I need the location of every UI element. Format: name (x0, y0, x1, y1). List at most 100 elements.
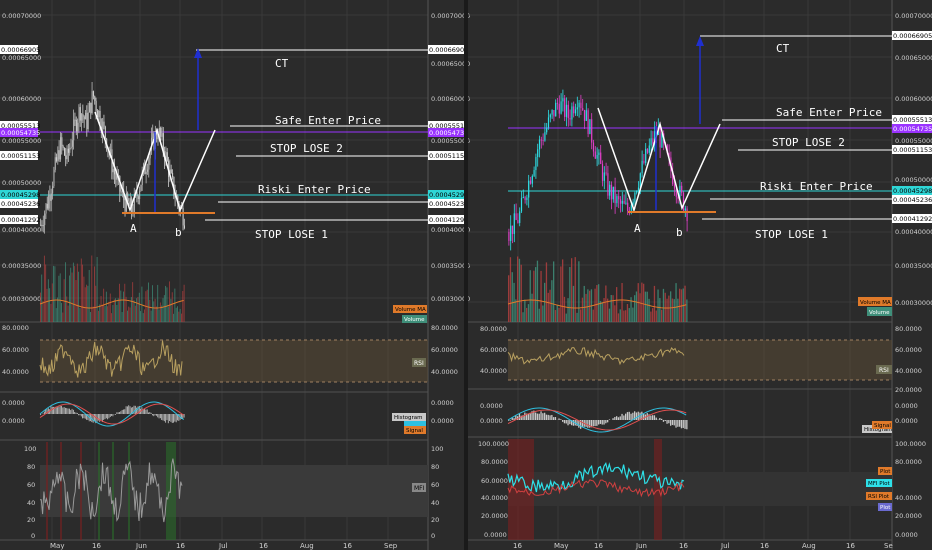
candle-body (601, 163, 604, 181)
candle-body (520, 197, 523, 212)
candle-body (89, 102, 91, 113)
volume-bar (95, 285, 97, 322)
macd-hist-bar (509, 420, 512, 421)
macd-hist-bar (129, 406, 131, 414)
volume-bar (65, 262, 66, 322)
time-tick: May (50, 542, 64, 550)
macd-hist-bar (565, 420, 567, 424)
volume-bar (526, 307, 528, 322)
time-tick: 16 (513, 542, 522, 550)
candle-body (71, 140, 73, 147)
volume-bar (679, 288, 681, 322)
volume-bar (166, 287, 168, 322)
macd-hist-bar (154, 414, 156, 416)
macd-hist-bar (526, 413, 528, 420)
volume-bar (560, 266, 562, 322)
volume-bar (84, 287, 86, 322)
level-label: 0.00041292 (893, 215, 932, 223)
macd-hist-bar (664, 420, 666, 422)
candle-body (140, 184, 142, 192)
candle-body (535, 156, 537, 171)
volume-bar (585, 293, 587, 322)
macd-hist-bar (153, 414, 155, 417)
volume-bar (79, 308, 81, 322)
macd-hist-bar (580, 420, 582, 429)
macd-hist-bar (79, 414, 81, 416)
level-label: 0.00055513 (1, 122, 40, 130)
volume-bar (574, 257, 576, 322)
left-chart: CT Safe Enter Price STOP LOSE 2 Riski En… (0, 0, 470, 550)
macd-hist-bar (508, 420, 510, 421)
left-axis-tick: 0.00065000 (2, 54, 41, 62)
volume-bar (80, 258, 82, 322)
macd-tick: 0.0000 (2, 399, 25, 407)
volume-bar (96, 256, 98, 322)
candle-body (56, 157, 58, 161)
macd-hist-bar (513, 418, 515, 420)
macd-hist-bar (547, 414, 549, 420)
macd-hist-bar (673, 420, 675, 426)
volume-bar (62, 312, 64, 322)
candle-body (58, 150, 60, 160)
macd-hist-bar (152, 414, 153, 416)
mfi-tick: 20 (27, 516, 35, 524)
rsi-tick: 40.0000 (2, 368, 29, 376)
macd-hist-bar (563, 420, 566, 424)
candle-body (524, 197, 526, 201)
volume-bar (518, 258, 521, 322)
macd-hist-bar (108, 414, 110, 419)
macd-hist-bar (55, 406, 57, 414)
volume-bar (612, 295, 614, 322)
candle-body (571, 106, 573, 120)
candle-body (52, 186, 54, 194)
candle-body (673, 184, 676, 189)
candle-body (42, 225, 44, 227)
volume-bar (58, 275, 60, 322)
candle-body (123, 190, 125, 201)
candle-body (83, 116, 85, 120)
left-mfi-line (40, 458, 183, 523)
left-mfi-bands (46, 442, 176, 540)
volume-bar (108, 301, 110, 322)
candle-body (517, 219, 519, 223)
volume-bar (563, 296, 566, 322)
rsi-tick: 80.0000 (2, 324, 29, 332)
candle-body (157, 138, 159, 140)
point-a-label: A (634, 222, 641, 235)
macd-hist-bar (95, 414, 97, 424)
candle-body (585, 110, 587, 121)
volume-bar (134, 305, 136, 322)
volume-bar (74, 266, 76, 322)
macd-hist-bar (592, 420, 594, 427)
macd-hist-bar (138, 405, 140, 414)
volume-bar (641, 282, 643, 322)
volume-bar (55, 308, 57, 322)
volume-bar (150, 310, 152, 322)
macd-hist-bar (632, 412, 634, 420)
volume-bar (83, 276, 85, 322)
candle-body (603, 172, 605, 181)
macd-hist-bar (123, 409, 124, 414)
macd-tick: 0.0000 (480, 402, 503, 410)
volume-bar (148, 282, 149, 322)
volume-bar (121, 312, 123, 322)
macd-hist-bar (173, 414, 174, 423)
rsi-tick: 40.0000 (895, 367, 922, 375)
candle-body (650, 138, 652, 146)
macd-hist-bar (659, 418, 661, 420)
macd-hist-bar (551, 414, 553, 420)
volume-bar (51, 283, 53, 322)
candle-body (580, 102, 582, 109)
candle-body (158, 128, 160, 139)
macd-hist-bar (166, 414, 168, 421)
candle-body (515, 213, 517, 220)
candle-body (621, 200, 623, 204)
macd-hist-bar (54, 406, 56, 414)
volume-bar (171, 292, 173, 322)
volume-bar (657, 289, 659, 322)
level-label: 0.00066905 (893, 32, 932, 40)
macd-hist-bar (670, 420, 672, 426)
macd-hist-bar (148, 412, 149, 414)
macd-hist-bar (671, 420, 674, 425)
